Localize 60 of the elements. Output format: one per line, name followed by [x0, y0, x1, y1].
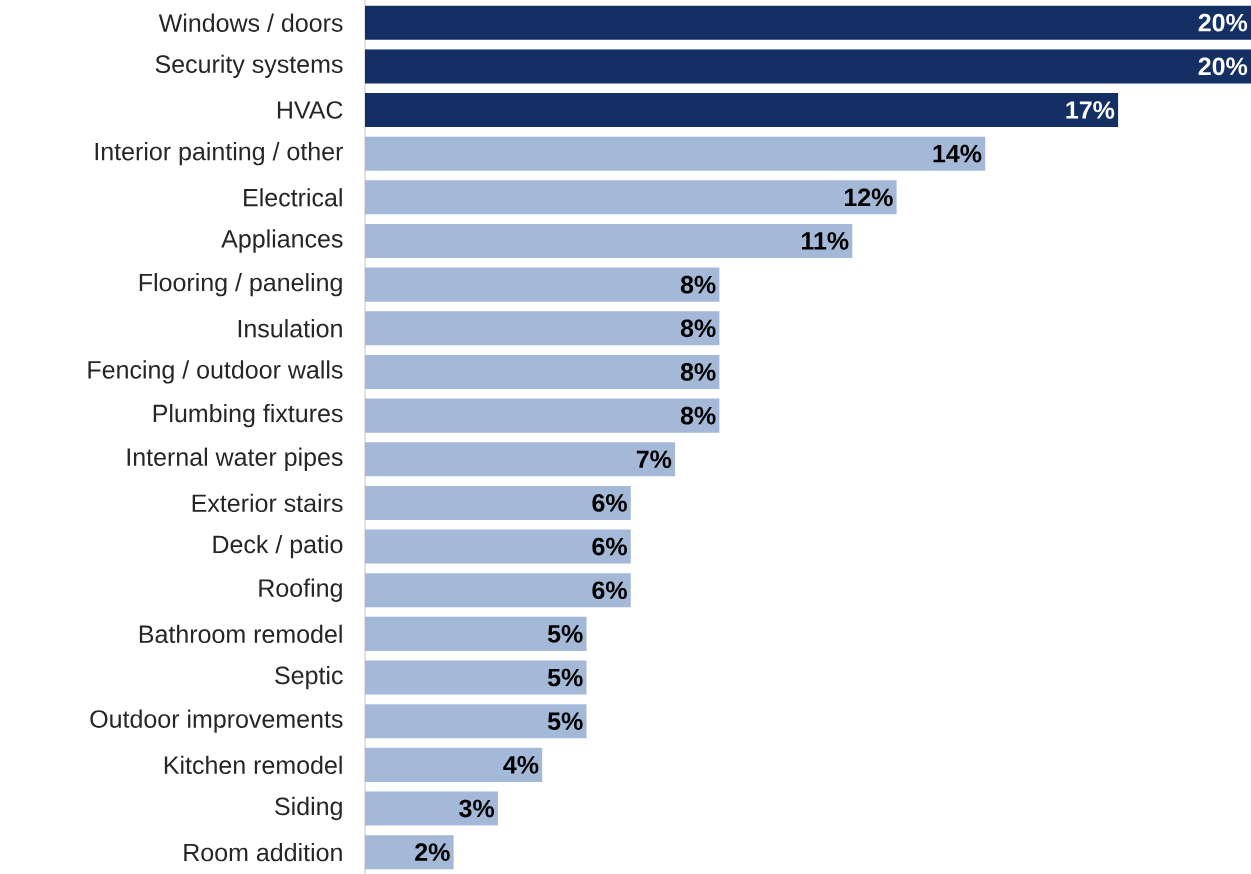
bar	[365, 747, 543, 782]
data-label: 8%	[680, 406, 716, 425]
y-tick-label: Flooring / paneling	[139, 272, 342, 297]
data-label: 5%	[547, 625, 583, 643]
data-label: 7%	[636, 450, 672, 469]
bar	[365, 704, 587, 739]
data-label: 4%	[503, 756, 539, 774]
bar	[365, 835, 454, 870]
data-label: 6%	[592, 581, 627, 600]
y-tick-label: Siding	[275, 796, 342, 821]
bar	[365, 398, 720, 433]
data-label: 8%	[680, 319, 716, 338]
bar	[365, 5, 1251, 40]
data-label: 6%	[592, 537, 627, 556]
data-label: 11%	[802, 232, 849, 250]
y-tick-label: Internal water pipes	[127, 447, 343, 471]
bar	[365, 573, 631, 608]
y-tick-label: Interior painting / other	[95, 142, 343, 166]
y-tick-label: Deck / patio	[213, 534, 343, 559]
data-label: 2%	[415, 843, 450, 861]
y-tick-label: Appliances	[221, 229, 343, 253]
bar	[365, 311, 720, 346]
y-tick-label: Plumbing fixtures	[153, 403, 343, 428]
bar	[365, 485, 631, 520]
bar	[365, 49, 1251, 84]
y-tick-label: Outdoor improvements	[90, 709, 343, 733]
bar	[365, 442, 676, 477]
bar	[365, 92, 1119, 128]
y-tick-label: Electrical	[244, 188, 342, 207]
y-tick-label: Septic	[275, 665, 343, 690]
y-tick-label: Kitchen remodel	[164, 755, 342, 775]
bar	[365, 529, 631, 564]
bar	[365, 616, 587, 651]
y-tick-label: Roofing	[259, 578, 342, 602]
y-tick-label: Exterior stairs	[192, 493, 343, 513]
y-tick-label: Fencing / outdoor walls	[88, 360, 343, 384]
bar	[365, 354, 720, 389]
y-tick-label: Room addition	[184, 842, 342, 862]
bar	[365, 791, 498, 826]
y-tick-label: Insulation	[238, 319, 342, 338]
bar	[365, 223, 853, 258]
data-label: 12%	[844, 188, 893, 207]
data-label: 20%	[1198, 57, 1248, 76]
y-tick-label: Security systems	[155, 54, 343, 79]
bar	[365, 180, 897, 215]
data-label: 5%	[547, 668, 583, 687]
data-label: 8%	[680, 275, 716, 294]
data-label: 3%	[459, 799, 495, 818]
data-label: 5%	[547, 712, 583, 731]
data-label: 20%	[1198, 13, 1248, 32]
data-label: 17%	[1066, 101, 1115, 119]
data-label: 6%	[592, 494, 627, 512]
data-label: 14%	[933, 144, 982, 163]
bar	[365, 136, 986, 171]
y-tick-label: HVAC	[277, 101, 343, 119]
bar	[365, 267, 720, 302]
y-tick-label: Windows / doors	[158, 13, 343, 32]
y-tick-label: Bathroom remodel	[139, 624, 342, 644]
data-label: 8%	[680, 363, 716, 381]
bar	[365, 660, 587, 695]
